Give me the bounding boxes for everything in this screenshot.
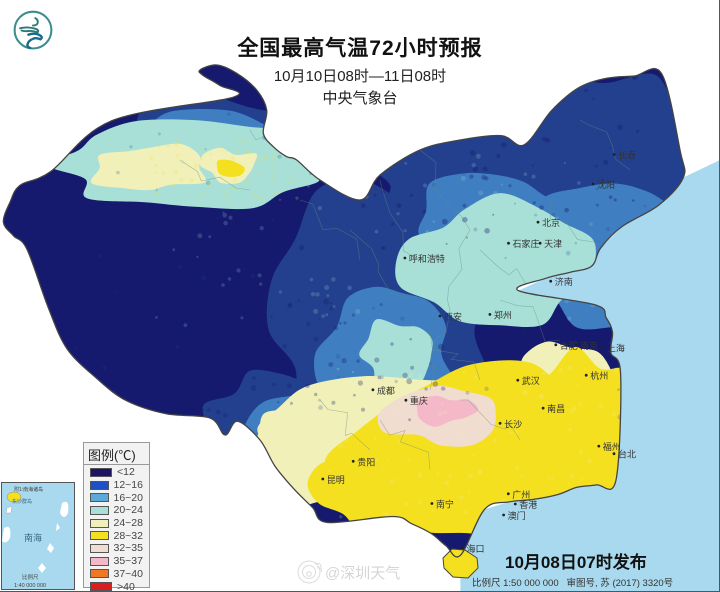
svg-text:澳门: 澳门 xyxy=(508,510,526,521)
svg-text:南宁: 南宁 xyxy=(436,499,454,510)
svg-text:杭州: 杭州 xyxy=(590,370,608,381)
svg-text:东沙群岛: 东沙群岛 xyxy=(12,498,32,505)
svg-text:比例尺: 比例尺 xyxy=(22,573,39,581)
svg-text:济南: 济南 xyxy=(555,276,573,287)
svg-text:石家庄: 石家庄 xyxy=(513,238,540,249)
svg-text:北京: 北京 xyxy=(542,217,560,228)
svg-text:广州: 广州 xyxy=(512,489,530,500)
svg-text:长春: 长春 xyxy=(618,150,636,161)
svg-text:西安: 西安 xyxy=(444,311,462,322)
svg-text:南京: 南京 xyxy=(580,340,598,351)
svg-text:郑州: 郑州 xyxy=(494,309,512,320)
svg-text:成都: 成都 xyxy=(377,385,395,396)
svg-text:海口: 海口 xyxy=(467,543,485,554)
svg-text:武汉: 武汉 xyxy=(522,375,540,386)
svg-text:@深圳天气: @深圳天气 xyxy=(325,565,400,582)
svg-text:南海: 南海 xyxy=(24,532,42,543)
svg-text:台北: 台北 xyxy=(618,449,636,460)
svg-text:南昌: 南昌 xyxy=(547,403,565,414)
svg-text:贵阳: 贵阳 xyxy=(357,456,375,467)
svg-text:昆明: 昆明 xyxy=(327,475,345,485)
svg-text:沈阳: 沈阳 xyxy=(597,179,615,190)
svg-text:天津: 天津 xyxy=(544,239,562,249)
svg-text:1:40 000 000: 1:40 000 000 xyxy=(14,583,46,589)
svg-text:上海: 上海 xyxy=(607,342,625,353)
svg-text:重庆: 重庆 xyxy=(410,395,428,406)
svg-text:香港: 香港 xyxy=(519,499,537,510)
svg-text:附1:南海诸岛: 附1:南海诸岛 xyxy=(14,486,43,493)
svg-text:呼和浩特: 呼和浩特 xyxy=(409,253,445,264)
svg-text:长沙: 长沙 xyxy=(504,418,522,429)
